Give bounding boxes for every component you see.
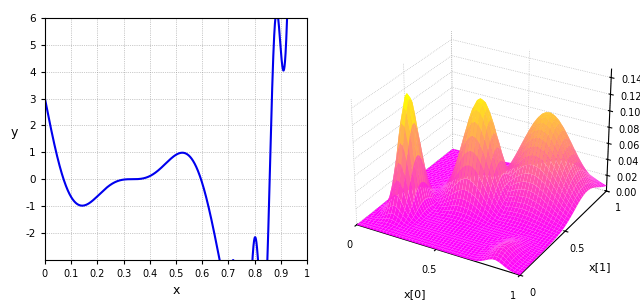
X-axis label: x[0]: x[0] <box>404 289 426 299</box>
X-axis label: x: x <box>172 284 180 297</box>
Y-axis label: y: y <box>11 126 18 139</box>
Y-axis label: x[1]: x[1] <box>589 262 611 272</box>
